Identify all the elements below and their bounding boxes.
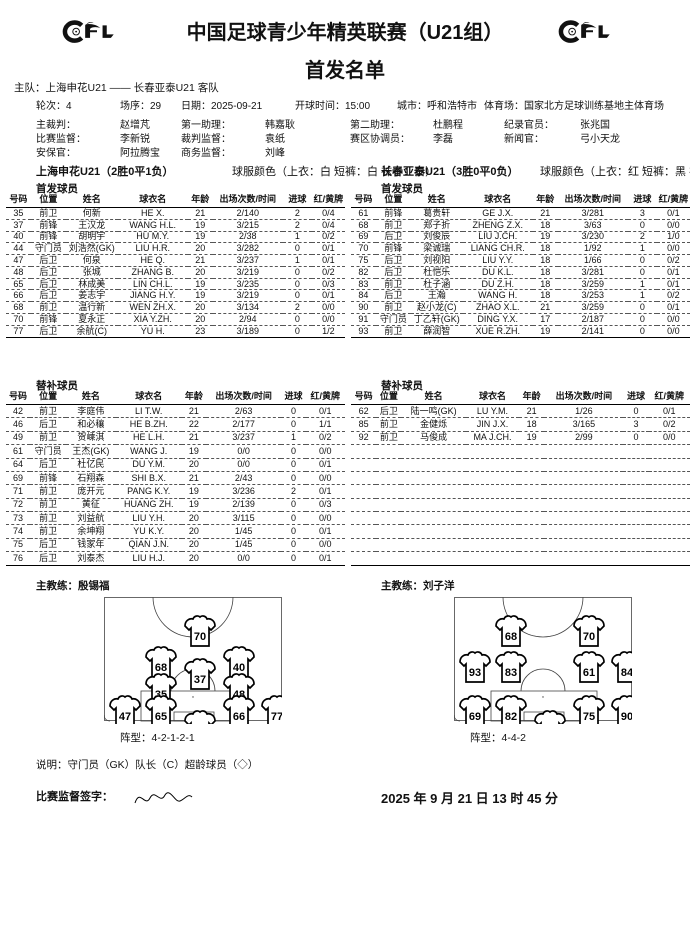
svg-text:65: 65 xyxy=(155,711,167,723)
svg-text:82: 82 xyxy=(505,711,517,723)
svg-text:66: 66 xyxy=(233,711,245,723)
svg-text:68: 68 xyxy=(505,631,517,643)
svg-text:37: 37 xyxy=(194,674,206,686)
svg-text:84: 84 xyxy=(621,667,632,679)
svg-text:68: 68 xyxy=(155,662,167,674)
svg-text:47: 47 xyxy=(119,711,131,723)
svg-text:83: 83 xyxy=(505,667,517,679)
svg-text:40: 40 xyxy=(233,662,245,674)
svg-text:77: 77 xyxy=(271,711,282,723)
svg-text:69: 69 xyxy=(469,711,481,723)
svg-text:90: 90 xyxy=(621,711,632,723)
svg-text:75: 75 xyxy=(583,711,595,723)
svg-text:93: 93 xyxy=(469,667,481,679)
svg-text:61: 61 xyxy=(583,667,595,679)
svg-text:70: 70 xyxy=(583,631,595,643)
svg-text:70: 70 xyxy=(194,631,206,643)
